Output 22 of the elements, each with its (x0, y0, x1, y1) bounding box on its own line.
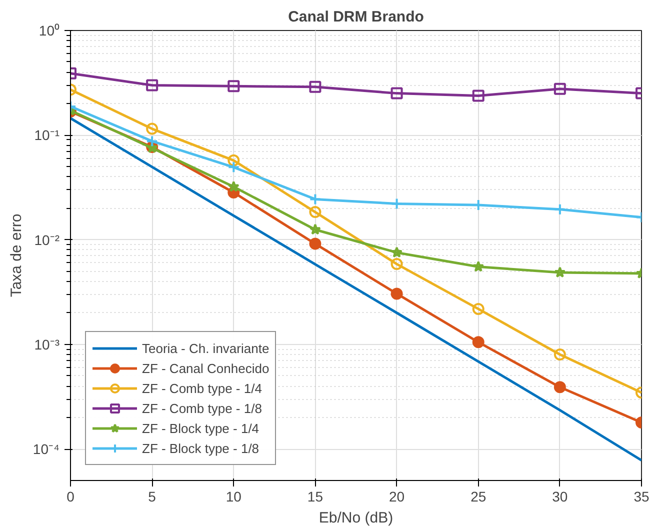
legend-label: ZF - Canal Conhecido (142, 360, 270, 376)
x-tick-label: 30 (552, 488, 568, 504)
y-tick-label: 10⁻¹ (34, 127, 60, 144)
y-tick-label: 10⁻⁴ (32, 441, 60, 458)
x-axis-title: Eb/No (dB) (318, 510, 394, 526)
x-tick-label: 10 (226, 488, 242, 504)
x-tick-label: 25 (470, 488, 486, 504)
x-tick-label: 0 (66, 488, 75, 504)
legend-label: ZF - Block type - 1/8 (142, 440, 260, 456)
y-tick-label: 10⁻³ (34, 336, 60, 352)
y-tick-label: 10⁻² (34, 232, 60, 248)
legend-label: ZF - Block type - 1/4 (142, 420, 260, 436)
x-tick-label: 20 (389, 488, 405, 504)
legend-label: ZF - Comb type - 1/4 (142, 380, 262, 396)
legend-label: Teoria - Ch. invariante (142, 340, 270, 356)
x-tick-label: 5 (148, 488, 156, 504)
x-tick-label: 15 (307, 488, 324, 504)
legend-label: ZF - Comb type - 1/8 (142, 400, 262, 416)
y-tick-label: 10⁰ (38, 22, 60, 38)
y-axis-title: Taxa de erro (8, 214, 25, 298)
chart-title: Canal DRM Brando (288, 8, 424, 26)
x-tick-label: 35 (634, 488, 650, 504)
